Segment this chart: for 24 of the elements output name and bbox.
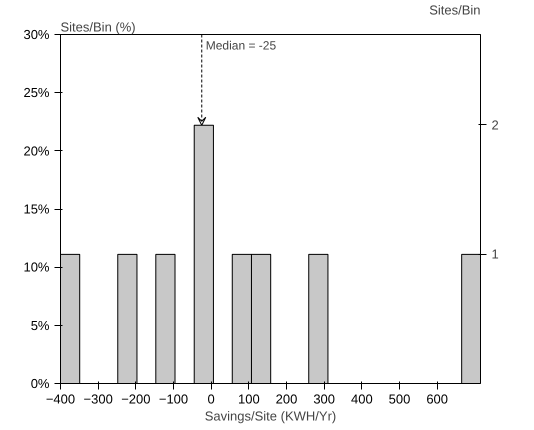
x-tick-label: 600: [426, 392, 448, 406]
x-tick-label: −300: [84, 392, 113, 406]
y2-tick-label: 1: [492, 246, 499, 262]
x-tick-label: −400: [46, 392, 76, 406]
y-tick-label: 25%: [23, 85, 50, 100]
y-tick-label: 30%: [23, 27, 50, 42]
x-tick-label: 400: [351, 392, 373, 406]
x-tick-label: 0: [208, 392, 215, 406]
x-tick-label: −100: [158, 392, 188, 406]
x-tick-label: 300: [313, 392, 336, 406]
y-tick-label: 0%: [30, 376, 50, 391]
annotation: Median = -25: [206, 38, 276, 52]
x-tick-label: 200: [276, 392, 298, 406]
x-tick-label: −200: [121, 392, 150, 406]
x-tick-label: 500: [388, 392, 410, 406]
x-tick-label: 100: [238, 392, 260, 406]
x-axis-title: Savings/Site (KWH/Yr): [204, 408, 336, 424]
y-tick-label: 5%: [30, 318, 50, 333]
y2-tick-label: 2: [492, 117, 499, 132]
y-axis-title: Sites/Bin (%): [60, 20, 136, 34]
y-tick-label: 20%: [23, 143, 50, 158]
y-tick-label: 10%: [23, 260, 50, 275]
y2-axis-title: Sites/Bin: [429, 2, 481, 18]
y-tick-label: 15%: [23, 202, 50, 216]
